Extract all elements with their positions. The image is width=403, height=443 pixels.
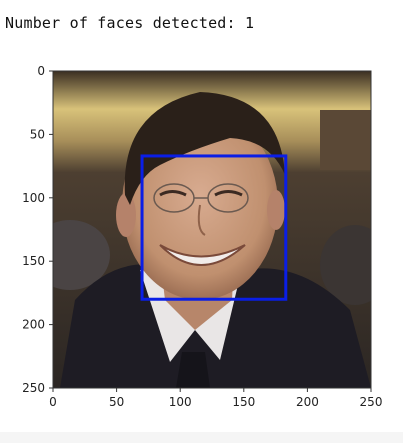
x-axis: 0 50 100 150 200 250 xyxy=(49,388,382,409)
y-axis: 0 50 100 150 200 250 xyxy=(22,64,53,395)
x-tick-label: 150 xyxy=(232,395,255,409)
y-tick-label: 250 xyxy=(22,381,45,395)
x-tick-label: 250 xyxy=(360,395,383,409)
x-tick-label: 50 xyxy=(109,395,124,409)
x-tick-label: 100 xyxy=(169,395,192,409)
y-tick-label: 100 xyxy=(22,191,45,205)
y-tick-label: 150 xyxy=(22,254,45,268)
y-tick-label: 50 xyxy=(30,127,45,141)
face-detection-box xyxy=(140,154,288,301)
face-photo xyxy=(53,71,371,388)
x-tick-label: 0 xyxy=(49,395,57,409)
cell-bottom-strip xyxy=(0,432,403,443)
y-tick-label: 0 xyxy=(37,64,45,78)
plot-axes-frame xyxy=(52,70,372,389)
y-tick-label: 200 xyxy=(22,318,45,332)
x-tick-label: 200 xyxy=(296,395,319,409)
face-detection-plot: 0 50 100 150 200 250 0 50 100 150 200 250 xyxy=(22,64,382,409)
cell-output-text: Number of faces detected: 1 xyxy=(5,14,255,32)
